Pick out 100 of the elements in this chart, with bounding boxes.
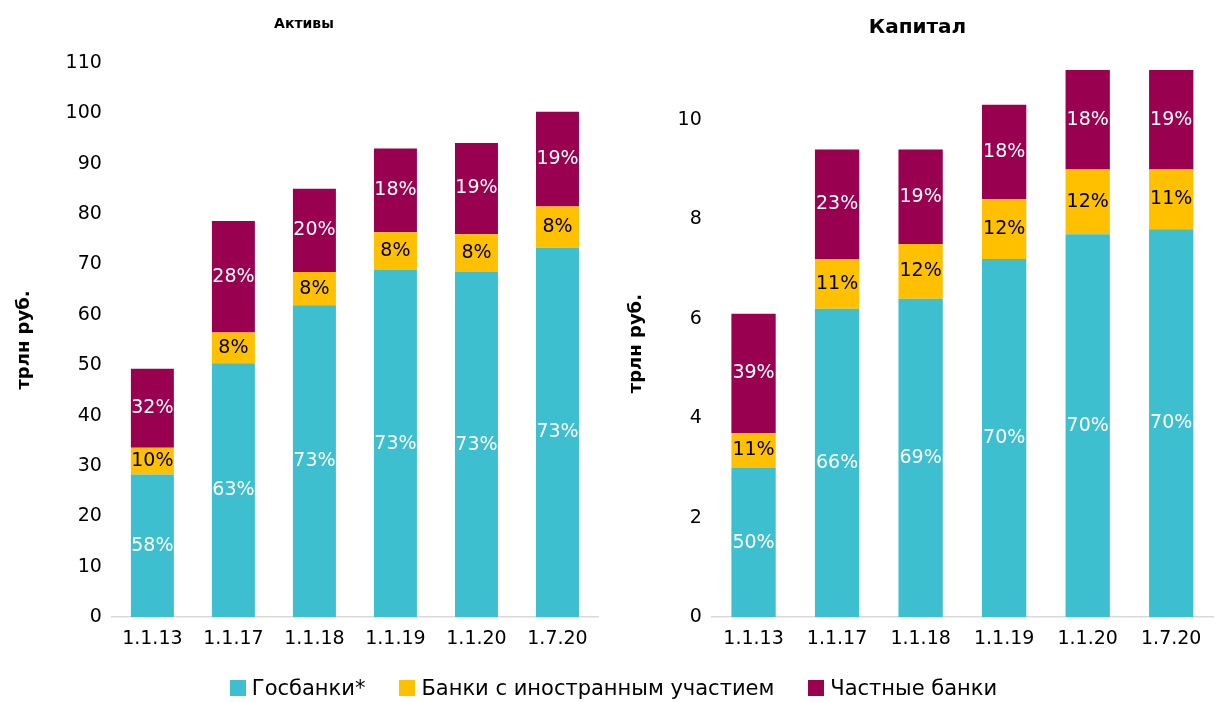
- y-tick-label: 30: [77, 452, 102, 475]
- bar: [536, 111, 579, 207]
- bar: [292, 188, 336, 272]
- x-tick-label: 1.1.13: [723, 625, 784, 648]
- annotation: 11%: [1150, 186, 1193, 209]
- annotation: 19%: [455, 175, 498, 198]
- bar: [292, 305, 336, 618]
- x-tick-label: 1.1.20: [1057, 625, 1118, 648]
- y-axis-title: трлн руб.: [12, 290, 34, 390]
- annotation: 8%: [380, 237, 411, 260]
- bar: [814, 308, 860, 618]
- bar: [1149, 169, 1194, 230]
- y-tick-label: 10: [677, 106, 702, 129]
- annotation: 70%: [1150, 410, 1193, 433]
- annotation: 50%: [732, 529, 775, 552]
- y-tick-label: 2: [689, 504, 702, 527]
- annotation: 18%: [983, 139, 1026, 162]
- annotation: 28%: [212, 263, 255, 286]
- annotation: 11%: [815, 270, 859, 293]
- annotation: 12%: [983, 216, 1026, 239]
- y-tick-label: 4: [689, 405, 702, 428]
- annotation: 19%: [1150, 106, 1193, 129]
- y-tick-label: 20: [77, 503, 102, 526]
- annotation: 66%: [815, 449, 859, 472]
- x-tick-label: 1.7.20: [527, 625, 588, 648]
- x-tick-label: 1.1.17: [203, 625, 264, 648]
- bar: [211, 221, 255, 333]
- annotation: 69%: [899, 444, 942, 467]
- bar: [536, 247, 579, 618]
- bar: [1149, 70, 1194, 170]
- annotation: 73%: [293, 448, 336, 471]
- y-tick-label: 0: [689, 604, 702, 627]
- bar: [731, 313, 776, 434]
- annotation: 73%: [455, 431, 498, 454]
- annotation: 18%: [1066, 106, 1109, 129]
- x-tick-label: 1.1.13: [122, 625, 183, 648]
- y-tick-label: 10: [77, 553, 102, 576]
- x-tick-label: 1.1.17: [806, 625, 868, 648]
- y-tick-label: 70: [77, 251, 102, 274]
- bar: [1065, 70, 1110, 170]
- legend-label: Госбанки*: [250, 676, 366, 700]
- y-tick-label: 50: [77, 352, 102, 375]
- x-tick-label: 1.1.19: [973, 625, 1035, 648]
- annotation: 39%: [732, 360, 775, 383]
- annotation: 58%: [131, 532, 174, 555]
- x-tick-label: 1.1.18: [890, 625, 951, 648]
- y-tick-label: 40: [77, 402, 102, 425]
- chart-title: Активы: [274, 15, 334, 32]
- annotation: 8%: [461, 240, 492, 262]
- annotation: 8%: [218, 334, 249, 357]
- bar: [130, 474, 174, 618]
- annotation: 19%: [899, 183, 942, 206]
- y-tick-label: 6: [689, 305, 702, 328]
- bar: [454, 142, 498, 235]
- bar: [898, 298, 943, 618]
- x-tick-label: 1.1.19: [365, 625, 426, 648]
- y-tick-label: 90: [77, 150, 102, 173]
- x-tick-label: 1.1.18: [284, 625, 345, 648]
- bar: [1149, 229, 1194, 618]
- annotation: 23%: [815, 191, 859, 214]
- annotation: 12%: [1066, 188, 1109, 211]
- legend-label: Частные банки: [829, 676, 998, 700]
- bar: [1065, 169, 1110, 235]
- bar: [373, 148, 417, 233]
- annotation: 20%: [293, 217, 336, 240]
- annotation: 70%: [1066, 412, 1109, 435]
- annotation: 18%: [374, 177, 417, 200]
- annotation: 12%: [899, 258, 942, 281]
- bar: [731, 467, 776, 618]
- annotation: 19%: [536, 146, 579, 168]
- y-tick-label: 110: [65, 49, 102, 72]
- bar: [982, 199, 1027, 260]
- annotation: 10%: [131, 448, 174, 471]
- annotation: 73%: [374, 430, 417, 453]
- annotation: 8%: [299, 275, 330, 298]
- bar: [454, 271, 498, 618]
- y-tick-label: 60: [77, 301, 102, 324]
- legend-label: Банки с иностранным участием: [420, 676, 775, 700]
- chart-title: Капитал: [868, 14, 967, 39]
- bar: [898, 149, 943, 245]
- annotation: 70%: [983, 425, 1026, 448]
- x-tick-label: 1.1.20: [446, 625, 507, 648]
- annotation: 63%: [212, 477, 255, 500]
- bar: [1065, 234, 1110, 618]
- annotation: 73%: [536, 419, 579, 442]
- y-axis-title: трлн руб.: [624, 293, 646, 394]
- annotation: 8%: [542, 214, 573, 237]
- bar: [373, 269, 417, 618]
- bar: [898, 244, 943, 299]
- bar: [211, 363, 255, 618]
- annotation: 32%: [131, 395, 174, 418]
- x-tick-label: 1.7.20: [1141, 625, 1202, 648]
- y-tick-label: 0: [89, 604, 102, 627]
- bar: [814, 149, 860, 260]
- annotation: 11%: [732, 437, 775, 460]
- y-tick-label: 100: [65, 100, 102, 123]
- bar: [982, 104, 1027, 200]
- bar: [982, 259, 1027, 618]
- bar: [130, 368, 174, 448]
- y-tick-label: 8: [689, 206, 702, 229]
